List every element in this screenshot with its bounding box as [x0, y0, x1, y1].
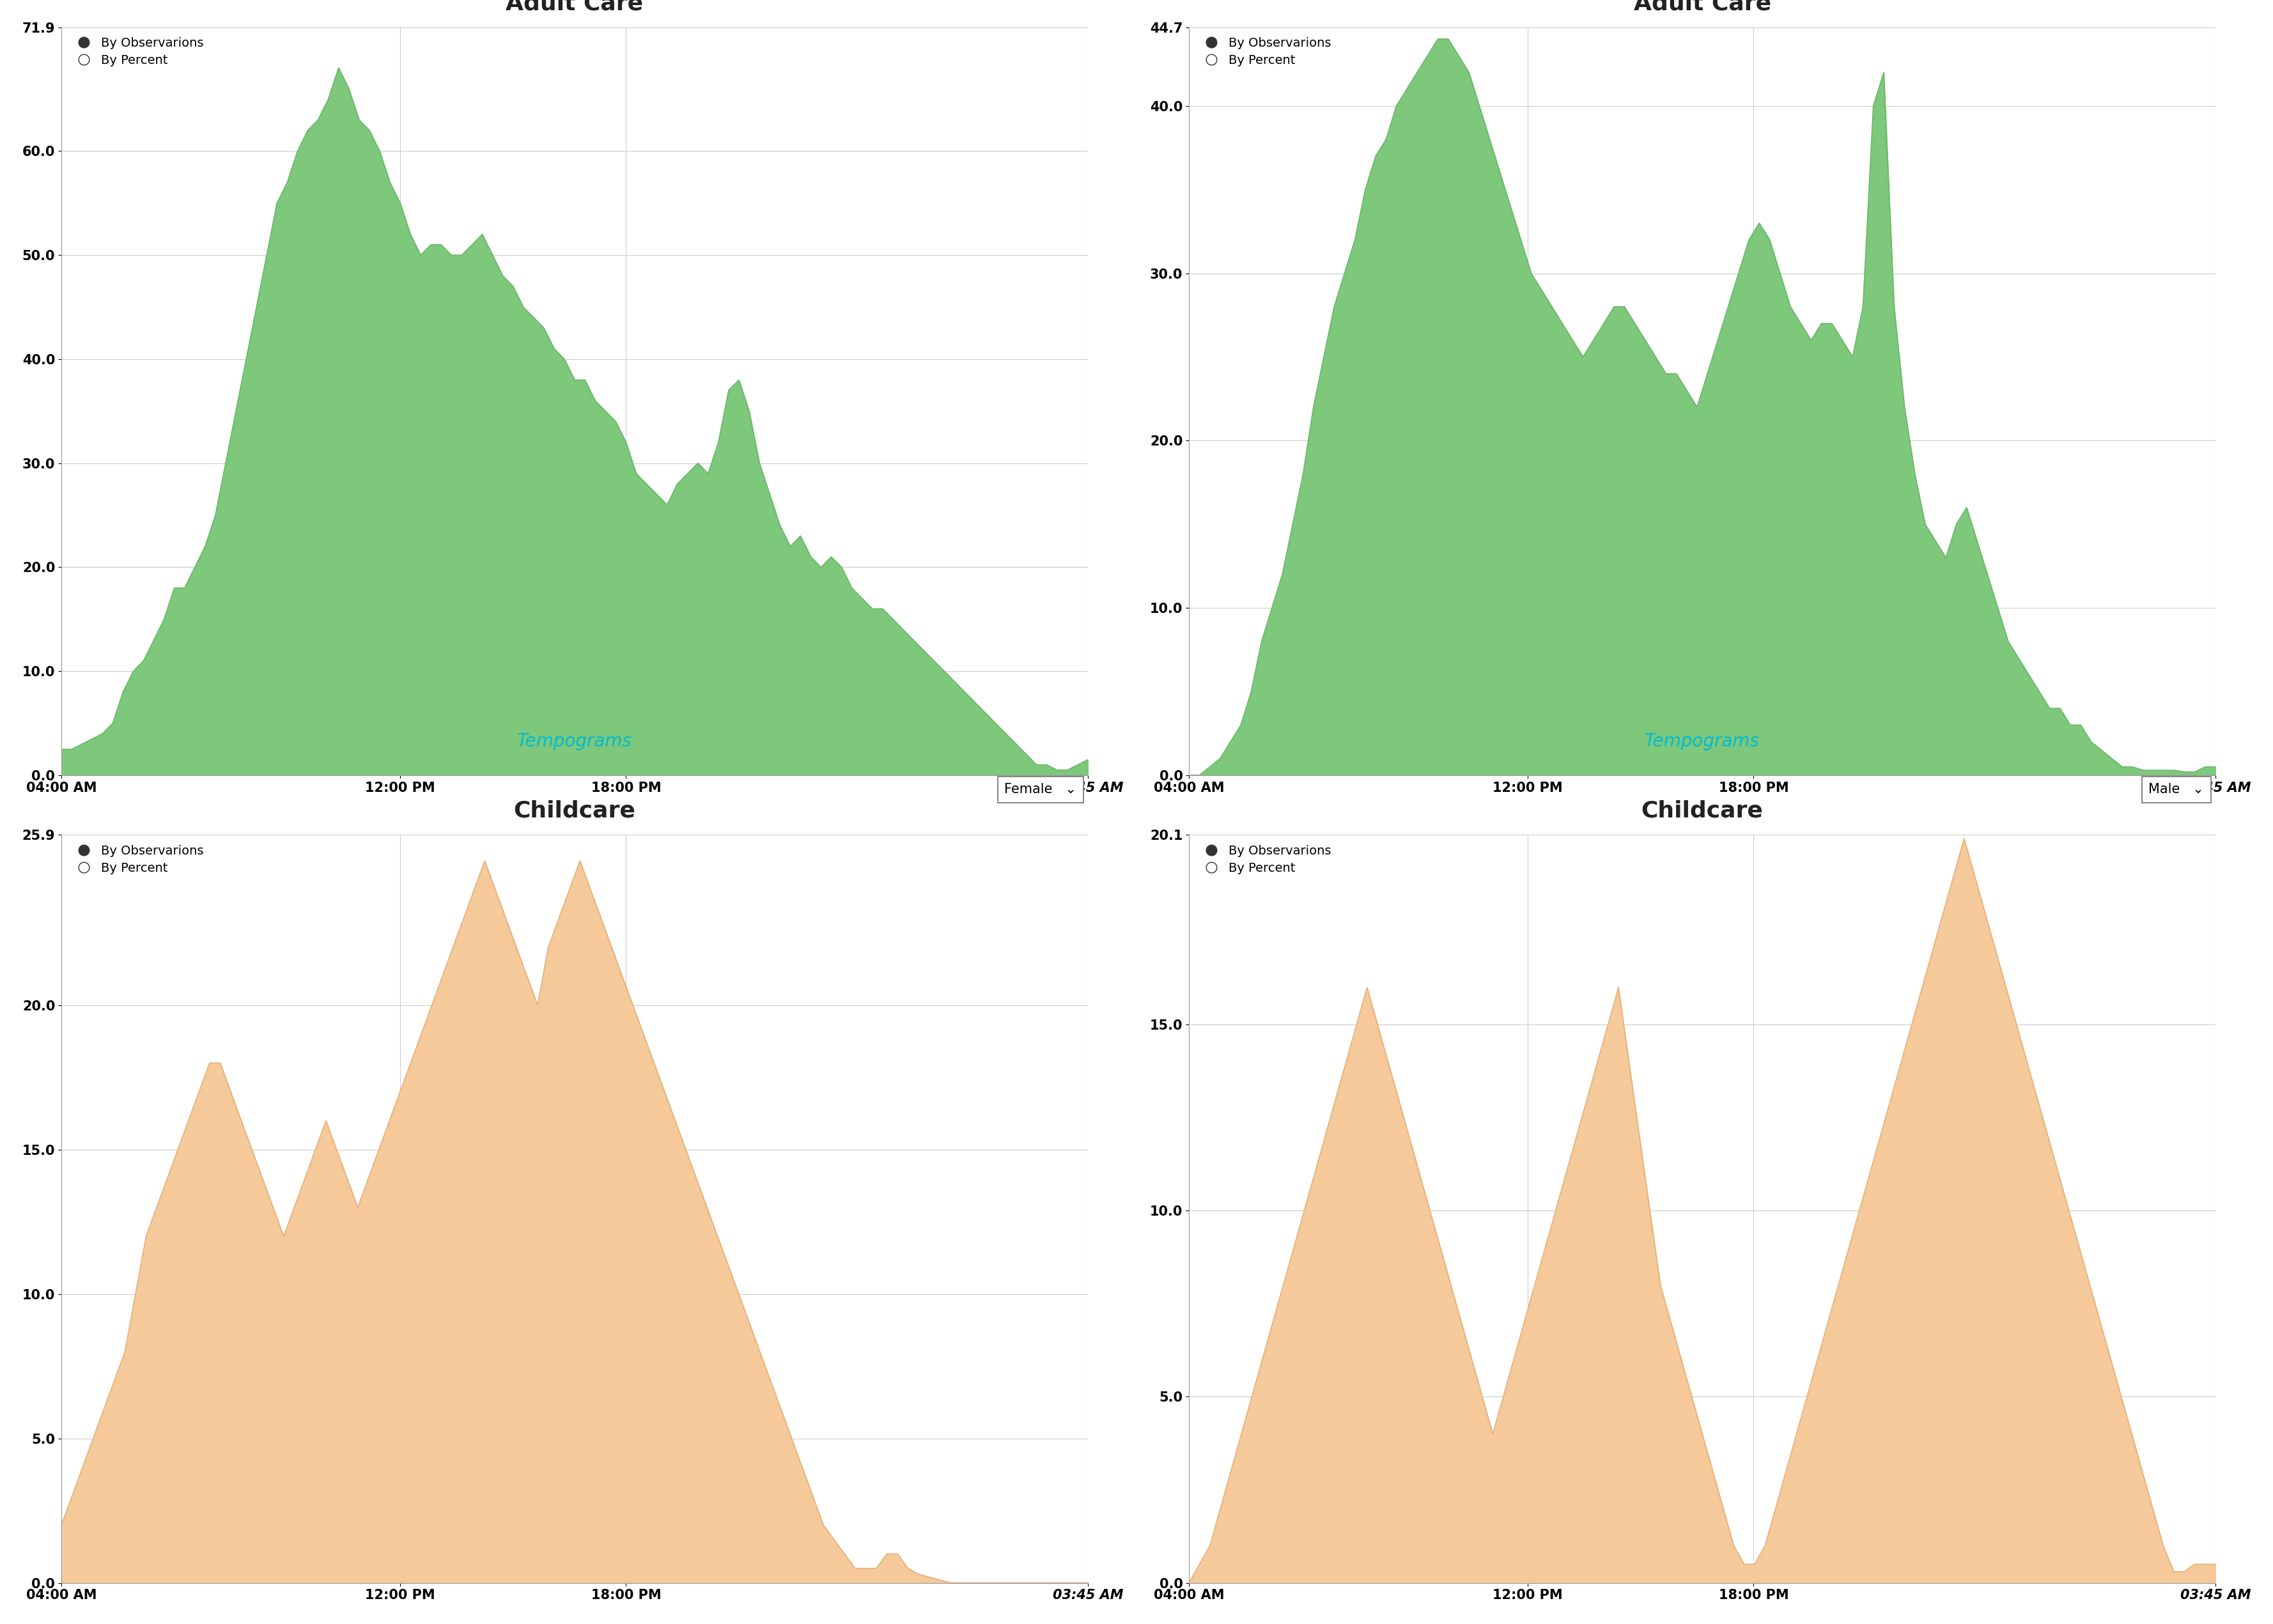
- Text: Childcare: Childcare: [514, 801, 636, 822]
- Text: Adult Care: Adult Care: [1634, 0, 1771, 15]
- Legend: By Observarions, By Percent: By Observarions, By Percent: [1196, 841, 1334, 879]
- Text: Tempograms: Tempograms: [1646, 732, 1759, 750]
- Legend: By Observarions, By Percent: By Observarions, By Percent: [68, 841, 207, 879]
- Legend: By Observarions, By Percent: By Observarions, By Percent: [1196, 34, 1334, 70]
- Text: Adult Care: Adult Care: [507, 0, 643, 15]
- Text: Male   ⌄: Male ⌄: [2148, 783, 2205, 796]
- Legend: By Observarions, By Percent: By Observarions, By Percent: [68, 34, 207, 70]
- Text: Tempograms: Tempograms: [518, 732, 632, 750]
- Text: Female   ⌄: Female ⌄: [1005, 783, 1077, 796]
- Text: Childcare: Childcare: [1641, 801, 1764, 822]
